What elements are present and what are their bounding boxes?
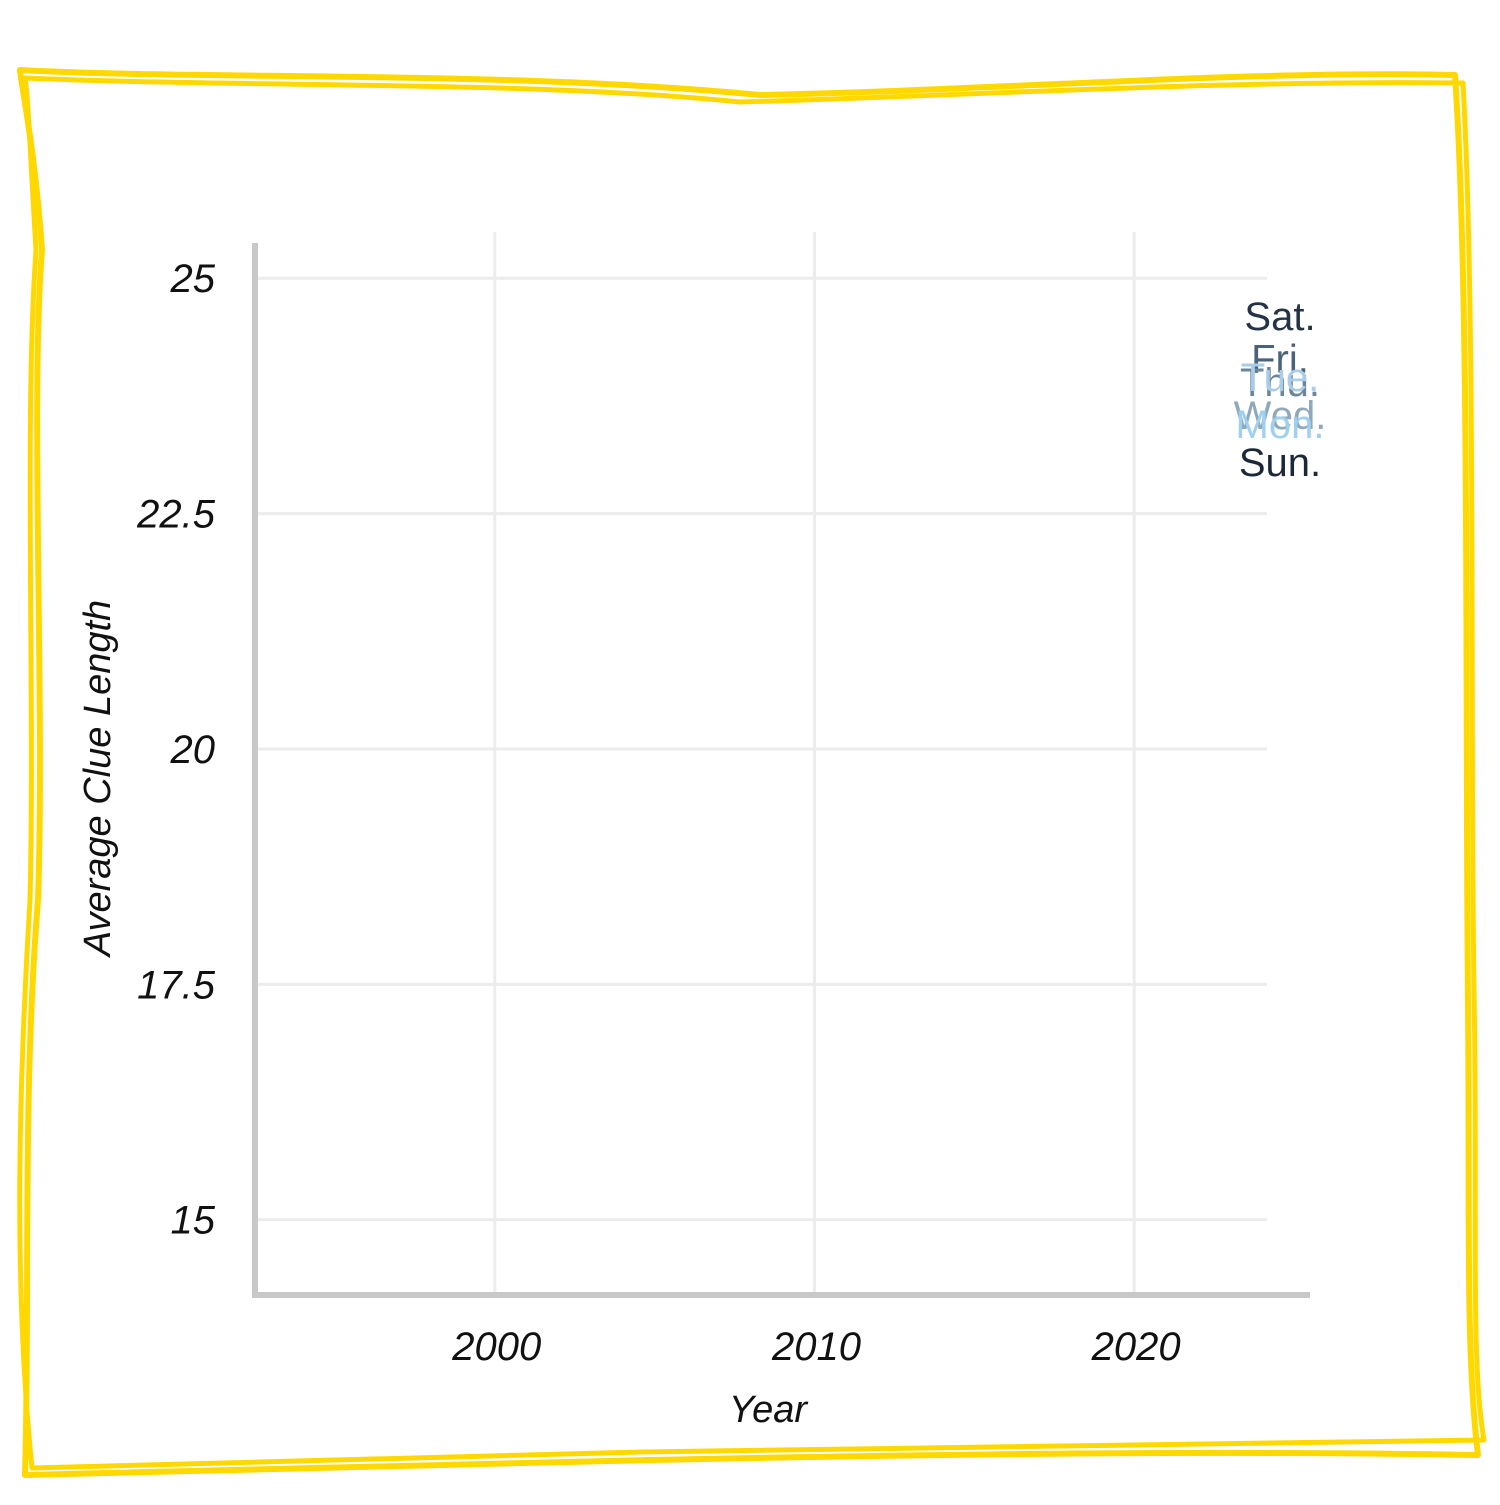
frame-stroke-inner bbox=[17, 75, 1487, 1471]
x-axis-title: Year bbox=[729, 1389, 809, 1431]
frame-stroke-outer bbox=[17, 67, 1481, 1478]
x-tick-label: 2010 bbox=[771, 1325, 861, 1369]
series-labels: Sat.Fri.Thu.Tue.Wed.Mon.Sun. bbox=[1234, 295, 1327, 485]
grid-lines bbox=[255, 232, 1267, 1295]
y-tick-label: 20 bbox=[170, 728, 216, 772]
axes bbox=[252, 243, 1310, 1298]
x-tick-labels: 2000 2010 2020 bbox=[451, 1325, 1180, 1369]
y-tick-labels: 15 17.5 20 22.5 25 bbox=[136, 257, 216, 1242]
hand-drawn-frame bbox=[17, 67, 1487, 1478]
series-label: Wed. bbox=[1234, 394, 1327, 438]
y-tick-label: 25 bbox=[170, 257, 216, 301]
x-tick-label: 2020 bbox=[1091, 1325, 1181, 1369]
series-label: Mon. bbox=[1236, 403, 1325, 447]
y-axis-title: Average Clue Length bbox=[77, 600, 119, 958]
x-tick-label: 2000 bbox=[451, 1325, 541, 1369]
y-tick-label: 22.5 bbox=[136, 493, 216, 537]
series-label: Sat. bbox=[1244, 295, 1315, 339]
series-label: Thu. bbox=[1240, 361, 1320, 405]
y-tick-label: 15 bbox=[171, 1199, 216, 1243]
series-label: Fri. bbox=[1251, 337, 1309, 381]
y-tick-label: 17.5 bbox=[137, 963, 216, 1007]
series-label: Sun. bbox=[1239, 441, 1321, 485]
series-label: Tue. bbox=[1241, 356, 1320, 400]
